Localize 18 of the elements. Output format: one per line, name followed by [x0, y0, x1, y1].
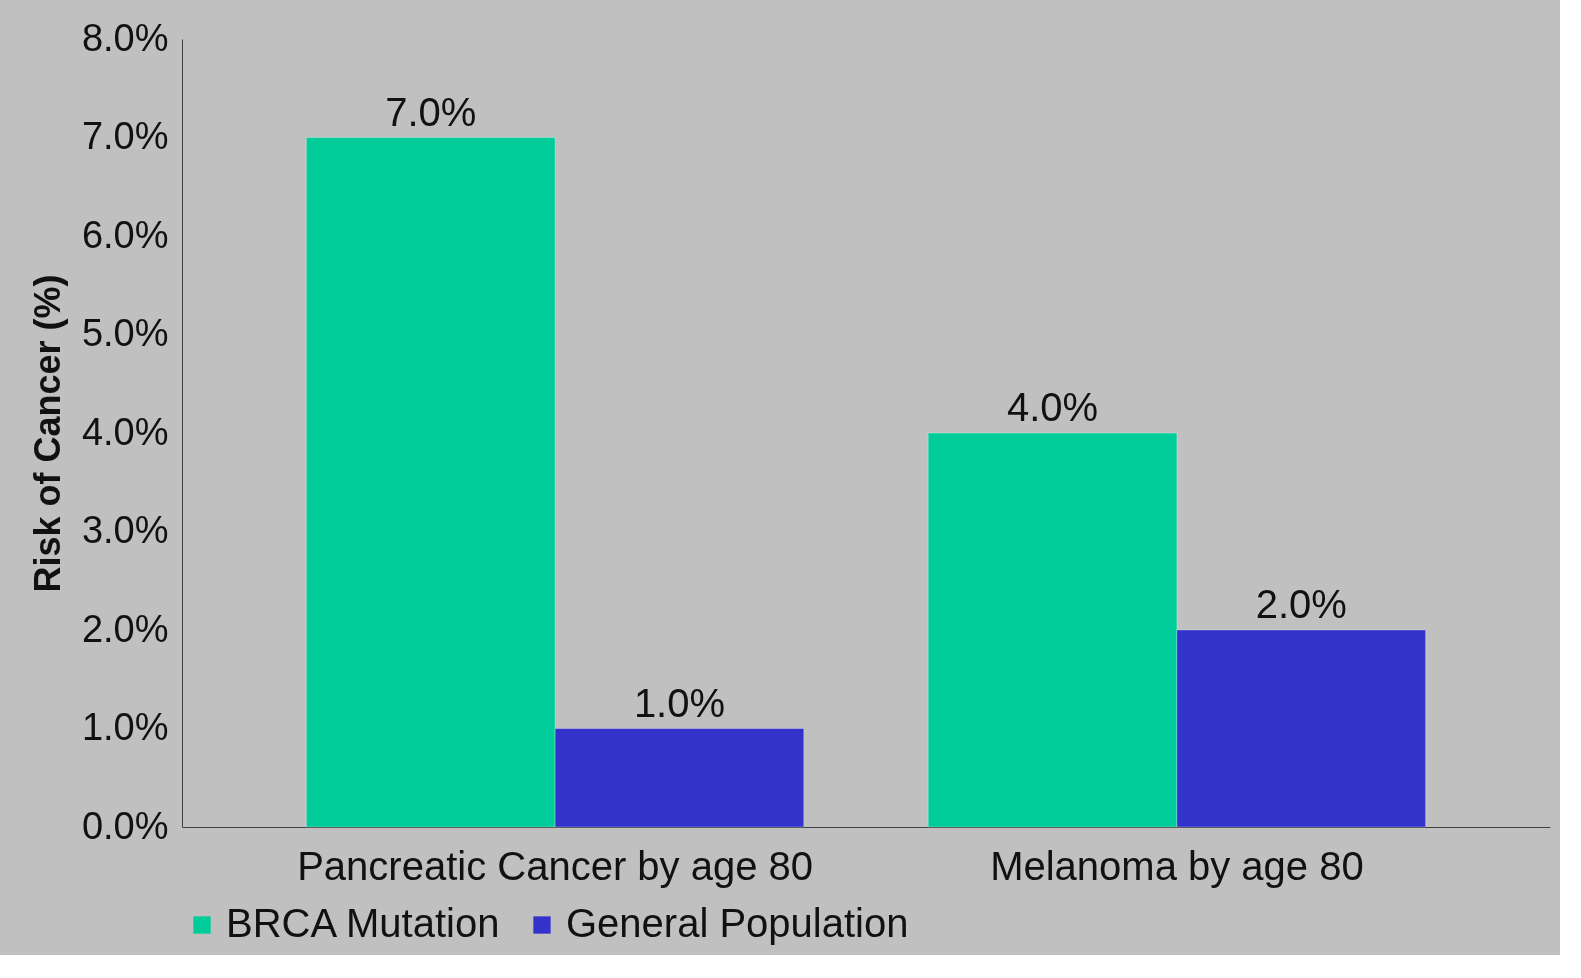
y-tick-label: 6.0% — [81, 213, 169, 256]
x-tick-label: Melanoma by age 80 — [990, 843, 1364, 888]
y-tick-label: 5.0% — [81, 312, 169, 354]
data-label: 1.0% — [633, 680, 726, 725]
y-axis-title: Risk of Cancer (%) — [26, 274, 68, 593]
y-tick-label: 3.0% — [81, 509, 169, 551]
y-tick-label: 0.0% — [81, 804, 169, 847]
legend-label: BRCA Mutation — [226, 901, 500, 945]
data-label: 7.0% — [385, 89, 477, 134]
y-tick-label: 1.0% — [81, 706, 169, 748]
data-label: 4.0% — [1006, 385, 1099, 429]
y-tick-label: 2.0% — [81, 607, 169, 650]
y-tick-label: 7.0% — [81, 115, 169, 157]
y-tick-label: 8.0% — [81, 16, 169, 59]
y-tick-label: 4.0% — [81, 410, 169, 453]
data-label: 2.0% — [1255, 582, 1347, 626]
x-tick-label: Pancreatic Cancer by age 80 — [297, 843, 814, 888]
legend-label: General Population — [566, 901, 909, 945]
